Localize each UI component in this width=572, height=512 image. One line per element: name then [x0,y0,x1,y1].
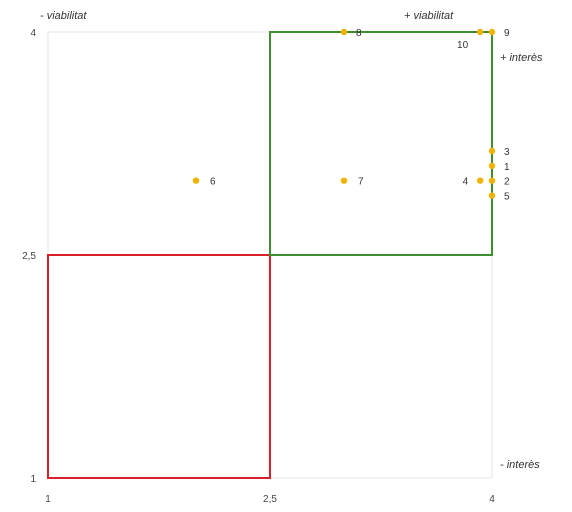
data-point-label-7: 7 [358,177,364,188]
quadrant-box-1 [47,254,271,479]
data-point-label-8: 8 [356,28,362,39]
data-point-label-6: 6 [210,177,216,188]
y-tick-label: 2,5 [22,251,36,262]
x-tick-label: 4 [489,494,495,505]
axis-ticks: 1 2,5 4 1 2,5 4 [22,28,495,505]
y-tick-label: 4 [30,28,36,39]
data-point-4 [476,177,484,184]
data-point-label-4: 4 [463,177,469,188]
quadrant-box-2 [269,31,493,256]
data-point-label-2: 2 [504,177,510,188]
x-tick-label: 2,5 [263,494,277,505]
data-point-label-3: 3 [504,147,510,158]
x-tick-label: 1 [45,494,51,505]
data-point-6 [192,177,200,184]
data-points: 1 2 3 4 5 6 7 8 9 10 [192,28,510,203]
data-point-9 [488,28,496,36]
corner-labels: - viabilitat + viabilitat + interès - in… [40,10,543,471]
data-point-7 [340,177,348,184]
y-tick-label: 1 [30,474,36,485]
data-point-10 [476,28,484,36]
quadrant-boxes [47,31,493,479]
data-point-2 [488,177,496,184]
corner-label-top-right: + viabilitat [404,10,454,22]
data-point-5 [488,192,496,199]
data-point-label-1: 1 [504,162,510,173]
data-point-label-10: 10 [457,40,469,51]
corner-label-right-bottom: - interès [500,459,540,471]
data-point-3 [488,147,496,155]
corner-label-top-left: - viabilitat [40,10,87,22]
data-point-1 [488,162,496,169]
corner-label-right-top: + interès [500,52,543,64]
data-point-label-5: 5 [504,192,510,203]
data-point-8 [340,28,348,36]
data-point-label-9: 9 [504,28,510,39]
